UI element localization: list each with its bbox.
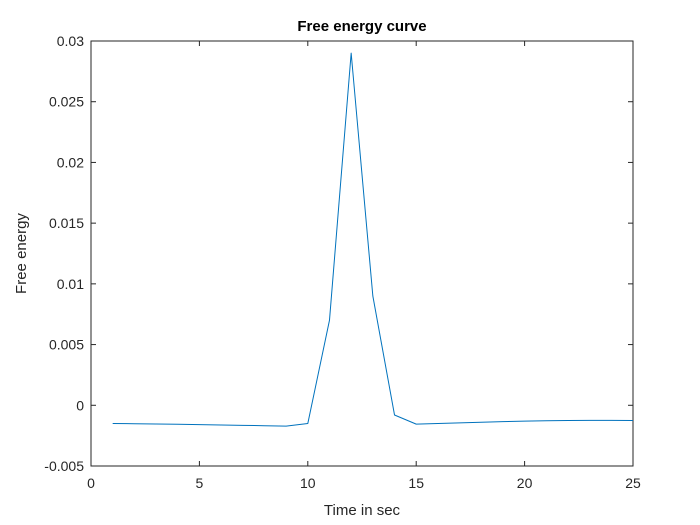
y-tick-label: 0 bbox=[76, 397, 84, 413]
x-tick-label: 25 bbox=[625, 475, 641, 491]
plot-area: 0 5 10 15 20 25 -0.00500.0050.010.0150.020.02… bbox=[44, 33, 641, 491]
axes-box bbox=[90, 40, 634, 467]
chart-title: Free energy curve bbox=[297, 18, 426, 35]
series-line-0 bbox=[112, 52, 634, 427]
y-tick-label: -0.005 bbox=[44, 458, 84, 474]
x-axis-ticks: 0 5 10 15 20 25 bbox=[87, 41, 641, 491]
y-axis-label: Free energy bbox=[13, 213, 30, 294]
y-tick-label: 0.03 bbox=[57, 33, 84, 49]
x-tick-label: 5 bbox=[196, 475, 204, 491]
x-tick-label: 10 bbox=[300, 475, 316, 491]
y-tick-label: 0.02 bbox=[57, 154, 84, 170]
y-axis-ticks: -0.005 0 0.005 0.01 0.015 0.02 0.025 0.03 bbox=[44, 33, 633, 474]
x-tick-label: 0 bbox=[87, 475, 95, 491]
x-tick-label: 15 bbox=[408, 475, 424, 491]
y-tick-label: 0.015 bbox=[49, 215, 84, 231]
x-axis-label: Time in sec bbox=[324, 502, 401, 519]
y-tick-label: 0.01 bbox=[57, 276, 84, 292]
y-tick-label: 0.025 bbox=[49, 94, 84, 110]
x-tick-label: 20 bbox=[517, 475, 533, 491]
series-layer bbox=[112, 52, 634, 427]
y-tick-label: 0.005 bbox=[49, 337, 84, 353]
